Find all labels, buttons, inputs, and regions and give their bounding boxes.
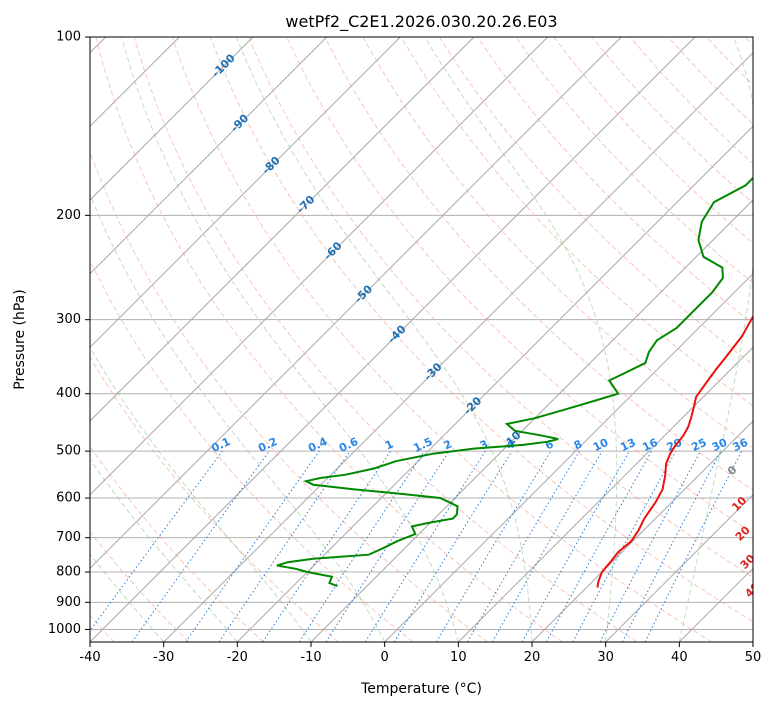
isotherm-gridline: [90, 37, 254, 201]
isotherm-gridline: [605, 493, 753, 642]
x-tick-label: -10: [300, 650, 321, 665]
mixing-ratio-line: [131, 450, 270, 642]
x-tick-label: 30: [597, 650, 614, 665]
x-axis-label: Temperature (°C): [360, 681, 482, 697]
isotherm-gridline: [531, 420, 753, 642]
dry-adiabat: [90, 259, 414, 642]
x-tick-label: -30: [153, 650, 174, 665]
axes: -40 -30 -20 -10 0 10 20 30 40 50 100 200 300 400 500 60…: [48, 30, 761, 666]
y-tick-label: 600: [56, 491, 81, 506]
moist-adiabat: [678, 37, 753, 642]
mixing-ratio-line: [644, 450, 743, 642]
x-tick-label: 50: [745, 650, 762, 665]
mixing-ratio-label: 30: [710, 436, 730, 454]
mixing-ratio-label: 13: [618, 436, 637, 454]
mixing-ratio-line: [521, 450, 630, 642]
dry-adiabat: [171, 37, 712, 642]
y-tick-label: 200: [56, 208, 81, 223]
mixing-ratio-line: [185, 450, 320, 642]
x-tick-label: 10: [450, 650, 467, 665]
y-tick-label: 800: [56, 565, 81, 580]
moist-adiabat: [121, 37, 459, 642]
moist-adiabat: [236, 37, 533, 642]
x-tick-label: 20: [524, 650, 541, 665]
y-axis-label: Pressure (hPa): [12, 289, 28, 389]
y-tick-label: 700: [56, 530, 81, 545]
chart-title: wetPf2_C2E1.2026.030.20.26.E03: [285, 12, 557, 32]
mixing-ratio-line: [325, 450, 450, 642]
y-tick-label: 400: [56, 386, 81, 401]
dry-adiabat: [438, 37, 753, 366]
isotherm-gridline: [384, 272, 753, 642]
dry-adiabat: [629, 37, 753, 165]
isotherm-gridline: [90, 37, 622, 570]
y-tick-label: 500: [56, 444, 81, 459]
mixing-ratio-line: [90, 450, 223, 632]
isotherm-gridline: [163, 51, 753, 642]
mixing-ratio-label: 36: [731, 436, 751, 454]
dry-adiabat: [362, 37, 753, 449]
mixing-ratio-line: [572, 450, 677, 642]
mixing-ratio-label: 10: [591, 436, 611, 454]
isotherm-gridline: [236, 125, 753, 642]
isotherm-gridline: [90, 37, 475, 422]
mixing-ratio-line: [218, 450, 351, 642]
plot-frame: [89, 36, 754, 643]
mixing-ratio-line: [262, 450, 392, 642]
dry-adiabat: [90, 531, 190, 642]
dry-adiabat: [400, 37, 753, 407]
isotherm-gridline: [90, 37, 549, 496]
mixing-ratio-line: [393, 450, 513, 642]
isotherm-gridline: [90, 37, 401, 349]
y-tick-label: 100: [56, 30, 81, 45]
y-tick-label: 900: [56, 595, 81, 610]
dewpoint-profile-line: [276, 176, 753, 588]
mixing-ratio-label: 16: [640, 436, 660, 454]
moist-adiabat: [90, 346, 312, 642]
mixing-ratio-label: 25: [689, 436, 708, 454]
x-tick-label: 0: [381, 650, 389, 665]
dry-adiabat: [248, 37, 753, 578]
dry-adiabat: [324, 37, 753, 491]
dry-adiabat: [133, 37, 638, 642]
x-tick-label: 40: [671, 650, 688, 665]
x-tick-label: -40: [79, 650, 100, 665]
y-tick-label: 300: [56, 312, 81, 327]
mixing-ratio-line: [298, 450, 425, 642]
dry-adiabat: [553, 37, 753, 244]
y-tick-label: 1000: [48, 622, 81, 637]
isotherm-gridline: [90, 37, 328, 275]
isotherm-gridline: [90, 37, 696, 642]
x-tick-label: -20: [227, 650, 248, 665]
mixing-ratio-line: [545, 450, 653, 642]
temperature-profile-line: [596, 314, 753, 588]
isotherm-gridline: [457, 346, 753, 642]
moist-adiabat: [90, 458, 238, 642]
moist-adiabat-label: 40: [742, 580, 762, 600]
